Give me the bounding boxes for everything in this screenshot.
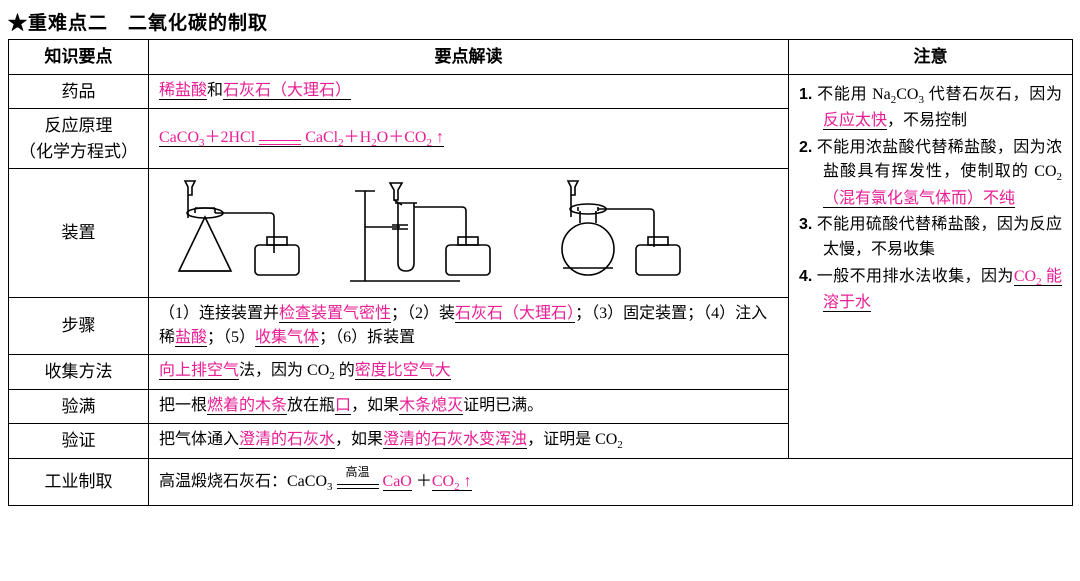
- table-header-row: 知识要点 要点解读 注意: [9, 40, 1073, 75]
- blank: 收集气体: [255, 329, 319, 347]
- blank: CO2 ↑: [432, 473, 472, 491]
- note-3: 3. 不能用硫酸代替稀盐酸，因为反应太慢，不易收集: [799, 213, 1062, 263]
- t: ，不易控制: [887, 112, 967, 129]
- t: 法，因为 CO: [239, 362, 329, 379]
- blank-reagent-2: 石灰石（大理石）: [223, 82, 351, 100]
- note-4: 4. 一般不用排水法收集，因为CO2 能溶于水: [799, 265, 1062, 316]
- t: 一般不用排水法收集，因为: [817, 268, 1014, 285]
- t: 把一根: [159, 397, 207, 414]
- label-verify: 验证: [9, 424, 149, 459]
- sub: 3: [327, 481, 333, 493]
- page-title: ★重难点二 二氧化碳的制取: [8, 8, 1072, 35]
- blank: 向上排空气: [159, 362, 239, 380]
- t: 把气体通入: [159, 431, 239, 448]
- content-collect: 向上排空气法，因为 CO2 的密度比空气大: [149, 355, 789, 390]
- sub: 2: [426, 137, 432, 149]
- blank: 盐酸: [175, 329, 207, 347]
- blank: 澄清的石灰水变浑浊: [383, 431, 527, 449]
- label-reagents: 药品: [9, 74, 149, 109]
- col-header-explain: 要点解读: [149, 40, 789, 75]
- note-1: 1. 不能用 Na2CO3 代替石灰石，因为反应太快，不易控制: [799, 83, 1062, 134]
- notes-cell: 1. 不能用 Na2CO3 代替石灰石，因为反应太快，不易控制 2. 不能用浓盐…: [789, 74, 1073, 458]
- t: 不能用 Na: [817, 86, 891, 103]
- content-apparatus: [149, 169, 789, 298]
- t: ，如果: [351, 397, 399, 414]
- t: ；（2）装: [391, 305, 455, 322]
- t: 代替石灰石，因为: [924, 86, 1062, 103]
- t: CO: [1014, 268, 1036, 285]
- up-arrow-icon: ↑: [436, 129, 444, 146]
- blank: 石灰石（大理石）: [455, 305, 575, 323]
- blank: 燃着的木条: [207, 397, 287, 415]
- blank: 密度比空气大: [355, 362, 451, 380]
- t: ，如果: [335, 431, 383, 448]
- content-verify: 把气体通入澄清的石灰水，如果澄清的石灰水变浑浊，证明是 CO2: [149, 424, 789, 459]
- knowledge-table: 知识要点 要点解读 注意 药品 稀盐酸和石灰石（大理石） 1. 不能用 Na2C…: [8, 39, 1073, 506]
- condition: 高温: [337, 463, 379, 481]
- t: ＋2HCl: [205, 129, 256, 146]
- sub: 2: [454, 481, 460, 493]
- note-2: 2. 不能用浓盐酸代替稀盐酸，因为浓盐酸具有挥发性，使制取的 CO2 （混有氯化…: [799, 136, 1062, 212]
- apparatus-diagram-icon: [155, 173, 715, 293]
- blank: 检查装置气密性: [279, 305, 391, 323]
- t: ＋: [412, 473, 432, 490]
- t: ；（6）拆装置: [319, 329, 415, 346]
- blank: CaO: [383, 473, 412, 491]
- label-principle: 反应原理 （化学方程式）: [9, 109, 149, 169]
- equation-1: CaCO3＋2HCl CaCl2＋H2O＋CO2 ↑: [159, 129, 444, 147]
- t: CaCl: [305, 129, 338, 146]
- label-collect: 收集方法: [9, 355, 149, 390]
- t: 反应原理: [45, 116, 113, 135]
- label-steps: 步骤: [9, 298, 149, 355]
- t: CO: [896, 86, 918, 103]
- blank: 反应太快: [823, 112, 887, 130]
- blank: 澄清的石灰水: [239, 431, 335, 449]
- t: CaCO: [159, 129, 199, 146]
- t: ＋H: [344, 129, 372, 146]
- t: ；（5）: [207, 329, 255, 346]
- t: 放在瓶: [287, 397, 335, 414]
- reaction-equals-icon: 高温: [337, 463, 379, 501]
- row-industry: 工业制取 高温煅烧石灰石：CaCO3 高温 CaO ＋CO2 ↑: [9, 458, 1073, 505]
- blank: 木条熄灭: [399, 397, 463, 415]
- t: （化学方程式）: [19, 142, 138, 161]
- t: 高温煅烧石灰石：CaCO: [159, 473, 327, 490]
- col-header-notes: 注意: [789, 40, 1073, 75]
- blank: （混有氯化氢气体而）不纯: [823, 190, 1015, 208]
- notes-list: 1. 不能用 Na2CO3 代替石灰石，因为反应太快，不易控制 2. 不能用浓盐…: [799, 83, 1062, 316]
- content-industry: 高温煅烧石灰石：CaCO3 高温 CaO ＋CO2 ↑: [149, 458, 1073, 505]
- t: CO: [432, 473, 454, 490]
- up-arrow-icon: ↑: [464, 473, 472, 490]
- content-full: 把一根燃着的木条放在瓶口，如果木条熄灭证明已满。: [149, 389, 789, 424]
- content-steps: （1）连接装置并检查装置气密性；（2）装石灰石（大理石）；（3）固定装置；（4）…: [149, 298, 789, 355]
- label-full: 验满: [9, 389, 149, 424]
- text: 和: [207, 82, 223, 99]
- content-principle: CaCO3＋2HCl CaCl2＋H2O＋CO2 ↑: [149, 109, 789, 169]
- col-header-key: 知识要点: [9, 40, 149, 75]
- t: 证明已满。: [463, 397, 543, 414]
- blank-reagent-1: 稀盐酸: [159, 82, 207, 100]
- t: （1）连接装置并: [159, 305, 279, 322]
- row-reagents: 药品 稀盐酸和石灰石（大理石） 1. 不能用 Na2CO3 代替石灰石，因为反应…: [9, 74, 1073, 109]
- sub: 2: [617, 439, 623, 451]
- content-reagents: 稀盐酸和石灰石（大理石）: [149, 74, 789, 109]
- t: 不能用硫酸代替稀盐酸，因为反应太慢，不易收集: [817, 216, 1062, 258]
- blank: 口: [335, 397, 351, 415]
- sub: 2: [1057, 172, 1063, 184]
- t: 的: [335, 362, 355, 379]
- label-apparatus: 装置: [9, 169, 149, 298]
- t: 不能用浓盐酸代替稀盐酸，因为浓盐酸具有挥发性，使制取的 CO: [817, 139, 1062, 181]
- label-industry: 工业制取: [9, 458, 149, 505]
- t: ，证明是 CO: [527, 431, 617, 448]
- t: O＋CO: [377, 129, 427, 146]
- reaction-equals-icon: [259, 119, 301, 157]
